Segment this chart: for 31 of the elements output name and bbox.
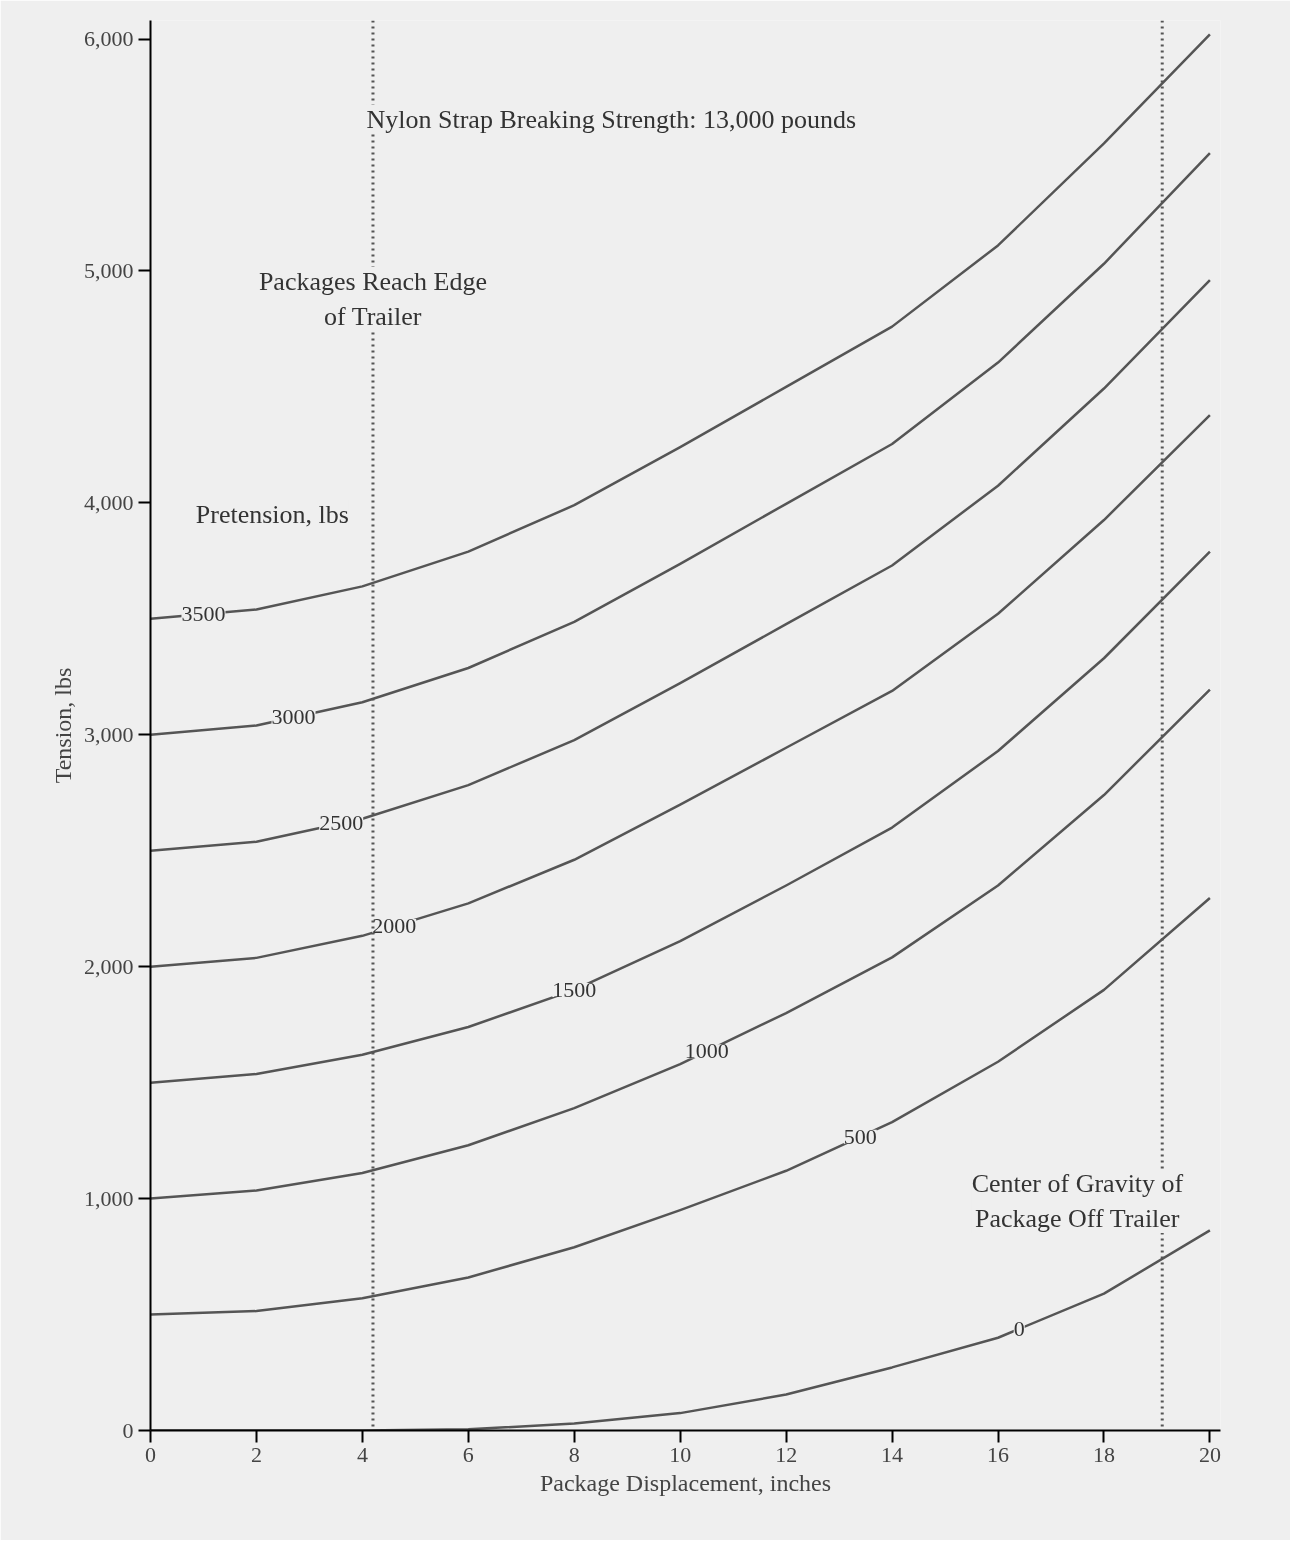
series-label: 2000 xyxy=(372,913,417,939)
x-tick-label: 16 xyxy=(987,1441,1010,1467)
y-axis-title: Tension, lbs xyxy=(50,667,76,784)
y-tick-label: 6,000 xyxy=(84,26,134,52)
x-tick-label: 0 xyxy=(145,1441,156,1467)
x-tick-label: 20 xyxy=(1198,1441,1221,1467)
series-label: 0 xyxy=(1013,1315,1025,1341)
x-tick-label: 2 xyxy=(250,1441,262,1467)
series-label: 1000 xyxy=(684,1038,729,1064)
x-tick-label: 4 xyxy=(356,1441,368,1467)
annotation: Nylon Strap Breaking Strength: 13,000 pounds xyxy=(366,104,857,134)
x-tick-label: 12 xyxy=(775,1441,798,1467)
annotation: Pretension, lbs xyxy=(195,499,349,529)
y-tick-label: 1,000 xyxy=(84,1185,134,1211)
x-tick-label: 10 xyxy=(669,1441,692,1467)
y-tick-label: 4,000 xyxy=(84,489,134,515)
y-tick-label: 2,000 xyxy=(84,953,134,979)
ref-line-label: Center of Gravity of Package Off Trailer xyxy=(971,1169,1184,1234)
x-tick-label: 18 xyxy=(1092,1441,1115,1467)
x-tick-label: 14 xyxy=(881,1441,904,1467)
x-tick-label: 8 xyxy=(568,1441,580,1467)
ref-line-label: Packages Reach Edge of Trailer xyxy=(258,266,488,331)
series-label: 3500 xyxy=(181,601,226,627)
y-tick-label: 5,000 xyxy=(84,257,134,283)
y-tick-label: 3,000 xyxy=(84,721,134,747)
x-tick-label: 6 xyxy=(462,1441,474,1467)
x-axis-title: Package Displacement, inches xyxy=(539,1469,832,1496)
y-tick-label: 0 xyxy=(122,1417,134,1443)
series-label: 2500 xyxy=(319,810,364,836)
series-label: 500 xyxy=(843,1123,877,1149)
series-label: 3000 xyxy=(271,704,316,730)
